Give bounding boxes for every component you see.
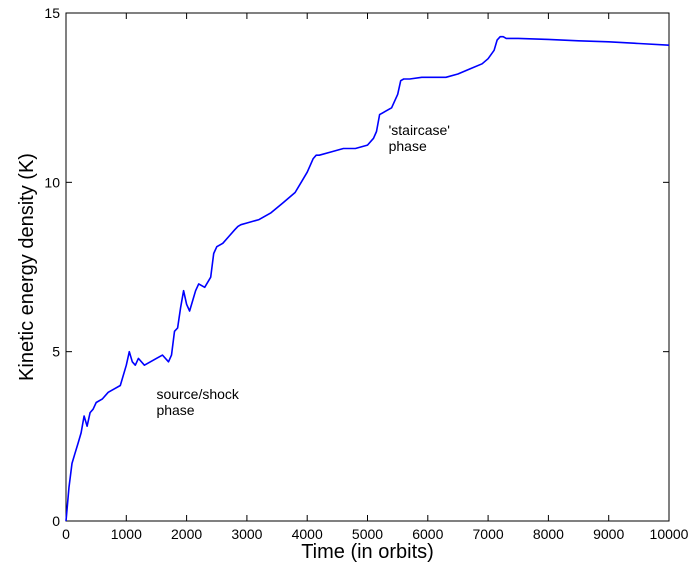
annotation-1: source/shock phase bbox=[156, 386, 239, 418]
kinetic-energy-series-line bbox=[65, 35, 670, 522]
plot-area-frame bbox=[65, 12, 670, 522]
annotation-line: 'staircase' bbox=[389, 122, 450, 138]
x-tick-label: 10000 bbox=[650, 526, 689, 542]
x-tick-label: 3000 bbox=[231, 526, 262, 542]
y-tick-label: 0 bbox=[52, 513, 60, 529]
y-tick-label: 10 bbox=[44, 174, 60, 190]
x-tick-label: 1000 bbox=[111, 526, 142, 542]
x-tick-label: 6000 bbox=[412, 526, 443, 542]
x-tick-label: 2000 bbox=[171, 526, 202, 542]
x-tick-label: 5000 bbox=[352, 526, 383, 542]
x-axis-ticks: 0 1000 2000 3000 4000 5000 6000 7000 8000 9000 100… bbox=[62, 13, 689, 542]
y-axis-ticks: 0 5 10 15 bbox=[44, 5, 669, 529]
annotations: source/shock phase'staircase' phase bbox=[156, 122, 450, 418]
annotation-line: phase bbox=[156, 402, 194, 418]
y-tick-label: 5 bbox=[52, 344, 60, 360]
x-tick-label: 4000 bbox=[292, 526, 323, 542]
x-axis-label: Time (in orbits) bbox=[301, 541, 434, 563]
y-tick-label: 15 bbox=[44, 5, 60, 21]
x-tick-label: 0 bbox=[62, 526, 70, 542]
y-axis-label: Kinetic energy density (K) bbox=[16, 153, 38, 381]
annotation-line: phase bbox=[389, 138, 427, 154]
annotation-line: source/shock bbox=[156, 386, 239, 402]
x-tick-label: 8000 bbox=[533, 526, 564, 542]
x-tick-label: 7000 bbox=[473, 526, 504, 542]
x-tick-label: 9000 bbox=[593, 526, 624, 542]
annotation-2: 'staircase' phase bbox=[389, 122, 450, 154]
